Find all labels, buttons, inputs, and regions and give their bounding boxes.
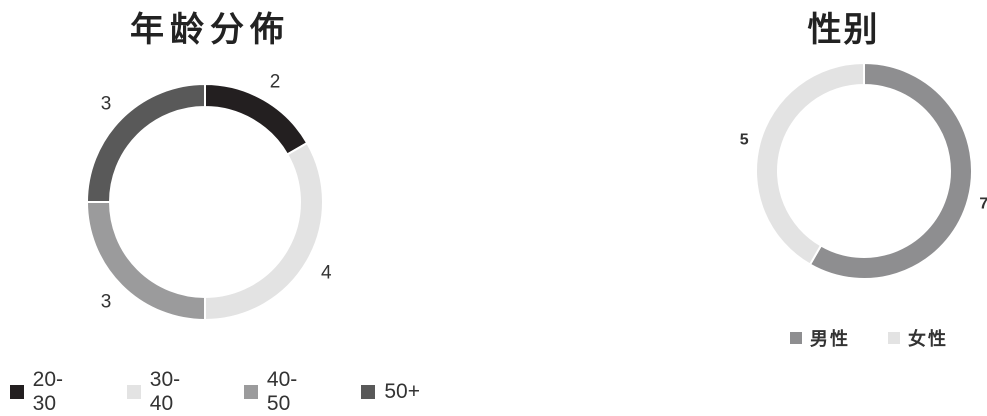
data-label: 7 bbox=[979, 196, 987, 213]
legend-label: 男性 bbox=[810, 329, 850, 350]
slice-20-30 bbox=[204, 82, 309, 156]
legend-item: 40-50 bbox=[244, 368, 319, 416]
age-distribution-chart: 年龄分佈 2 4 3 3 20-30 30-40 40-50 50+ bbox=[0, 0, 420, 415]
legend-item: 30-40 bbox=[127, 368, 202, 416]
data-label: 4 bbox=[321, 263, 332, 284]
legend-label: 30-40 bbox=[149, 368, 181, 415]
chart-title: 性别 bbox=[807, 10, 880, 50]
legend-swatch bbox=[790, 332, 802, 344]
data-label: 3 bbox=[101, 292, 112, 313]
legend-item: 女性 bbox=[888, 325, 948, 351]
slice-女性 bbox=[755, 61, 865, 266]
gender-legend: 男性 女性 bbox=[790, 325, 986, 351]
legend-item: 50+ bbox=[361, 380, 420, 404]
gender-donut: 75 bbox=[740, 61, 987, 280]
slice-30-40 bbox=[204, 141, 324, 322]
slice-男性 bbox=[808, 61, 973, 280]
data-label: 3 bbox=[101, 94, 112, 115]
legend-label: 20-30 bbox=[32, 368, 64, 415]
data-label: 2 bbox=[270, 71, 281, 92]
legend-swatch bbox=[244, 385, 258, 399]
data-label: 5 bbox=[740, 132, 749, 149]
legend-swatch bbox=[361, 385, 376, 399]
legend-item: 男性 bbox=[790, 325, 850, 351]
age-donut: 2 4 3 3 bbox=[85, 71, 332, 322]
legend-swatch bbox=[10, 385, 24, 399]
legend-swatch bbox=[127, 385, 141, 399]
legend-item: 20-30 bbox=[10, 368, 85, 416]
legend-label: 50+ bbox=[384, 380, 420, 403]
age-legend: 20-30 30-40 40-50 50+ bbox=[10, 368, 420, 416]
legend-label: 40-50 bbox=[266, 368, 298, 415]
legend-swatch bbox=[888, 332, 900, 344]
legend-label: 女性 bbox=[908, 329, 948, 350]
chart-title: 年龄分佈 bbox=[130, 10, 290, 50]
slice-50+ bbox=[85, 82, 206, 203]
